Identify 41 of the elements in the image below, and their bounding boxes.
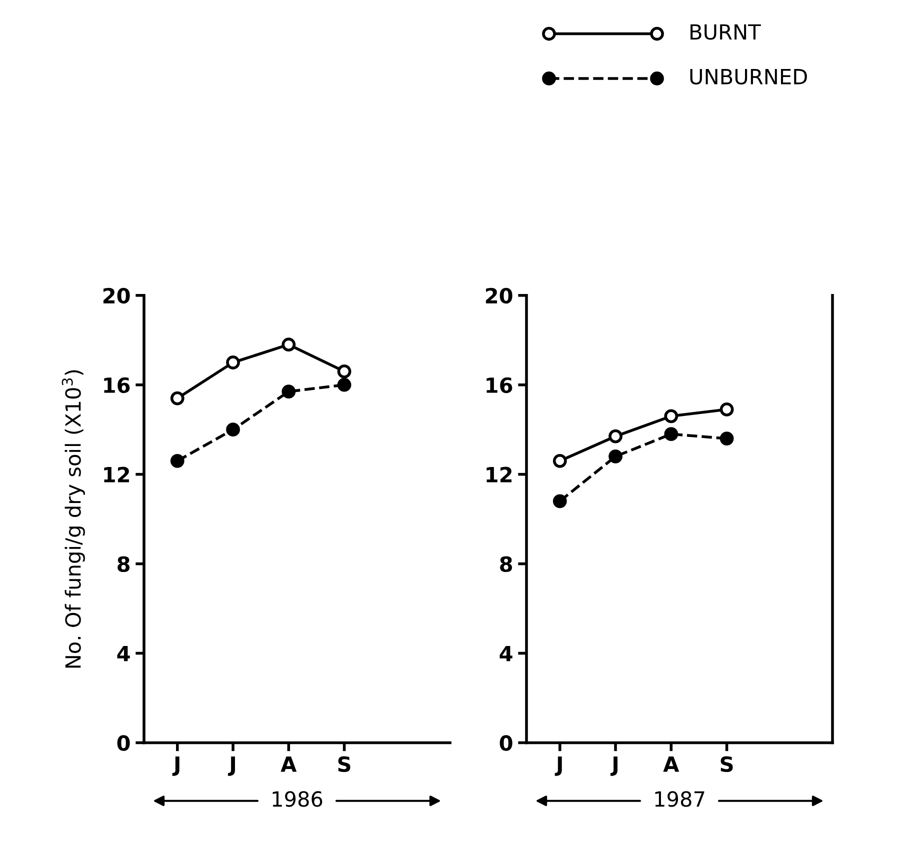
x-tick-label: J bbox=[172, 756, 180, 776]
y-tick-label: 8 bbox=[118, 556, 130, 572]
point bbox=[720, 432, 734, 446]
point bbox=[608, 449, 622, 464]
x-tick-label: S bbox=[720, 756, 733, 772]
point bbox=[720, 402, 734, 416]
y-tick-label: 16 bbox=[486, 377, 512, 394]
y-tick-label: 8 bbox=[500, 556, 512, 572]
point bbox=[337, 364, 352, 378]
x-tick-label: J bbox=[228, 756, 235, 776]
point bbox=[608, 429, 622, 444]
point bbox=[226, 356, 240, 370]
y-tick-label: 16 bbox=[104, 377, 130, 394]
x-tick-label: S bbox=[338, 756, 350, 772]
legend-label: UNBURNED bbox=[690, 69, 807, 85]
y-tick-label: 4 bbox=[500, 646, 512, 662]
x-tick-label: A bbox=[663, 756, 680, 772]
point bbox=[664, 409, 678, 424]
text: 1987 bbox=[655, 791, 704, 807]
y-tick-label: 0 bbox=[117, 735, 130, 751]
legend-label: BURNT bbox=[690, 24, 761, 40]
y-tick-label: 12 bbox=[486, 466, 512, 482]
point bbox=[282, 338, 296, 352]
x-tick-label: A bbox=[280, 756, 297, 772]
point bbox=[552, 494, 567, 508]
text: 1986 bbox=[272, 791, 322, 807]
y-tick-label: 20 bbox=[486, 288, 512, 304]
y-tick-label: 12 bbox=[104, 466, 129, 482]
y-tick-label: 20 bbox=[103, 288, 130, 304]
point bbox=[337, 378, 352, 392]
point bbox=[170, 391, 184, 406]
y-axis-title: No. Of fungi/g dry soil (X10$^{3}$) bbox=[62, 370, 85, 668]
y-tick-label: 4 bbox=[117, 646, 130, 662]
point bbox=[552, 454, 567, 468]
x-tick-label: J bbox=[610, 756, 618, 776]
y-tick-label: 0 bbox=[500, 735, 512, 751]
point bbox=[282, 384, 296, 399]
point bbox=[664, 427, 678, 442]
x-tick-label: J bbox=[554, 756, 562, 776]
point bbox=[226, 422, 240, 437]
point bbox=[170, 454, 184, 468]
